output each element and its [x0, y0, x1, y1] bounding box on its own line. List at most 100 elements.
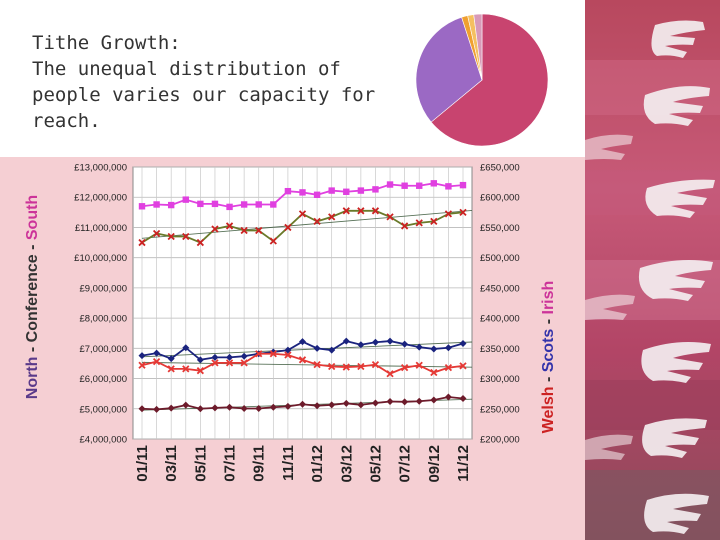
left-axis-title-part: South — [24, 195, 41, 240]
title-line: The unequal distribution of — [32, 58, 341, 80]
right-tick-label: £550,000 — [480, 223, 520, 234]
x-tick-label: 05/12 — [367, 445, 384, 483]
right-tick-label: £650,000 — [480, 163, 520, 174]
data-point — [153, 349, 161, 357]
x-tick-label: 01/12 — [309, 445, 326, 483]
left-tick-label: £9,000,000 — [79, 283, 127, 294]
data-point — [445, 183, 452, 190]
data-point — [138, 361, 146, 369]
data-point — [226, 403, 234, 411]
left-axis-title-part: - — [24, 342, 41, 356]
x-tick-label: 09/11 — [251, 445, 268, 482]
left-tick-label: £12,000,000 — [74, 193, 127, 204]
data-point — [240, 359, 248, 367]
data-point — [401, 182, 408, 189]
data-point — [196, 367, 205, 375]
left-axis-title-part: North — [24, 357, 41, 400]
data-point — [167, 232, 175, 241]
data-point — [459, 395, 467, 403]
data-point — [153, 405, 161, 413]
data-point — [444, 393, 452, 401]
trend-line — [141, 210, 473, 239]
data-point — [153, 201, 160, 208]
right-axis-title-part: Irish — [540, 281, 557, 315]
right-tick-label: £400,000 — [480, 314, 520, 325]
data-point — [372, 186, 379, 193]
left-tick-label: £13,000,000 — [74, 163, 127, 174]
right-tick-label: £500,000 — [480, 253, 520, 264]
data-point — [225, 222, 234, 230]
right-tick-label: £200,000 — [480, 435, 520, 446]
data-point — [415, 343, 423, 351]
data-point — [167, 365, 175, 373]
left-tick-label: £8,000,000 — [79, 314, 127, 325]
data-point — [342, 399, 350, 407]
x-tick-label: 07/12 — [397, 445, 414, 483]
data-point — [357, 341, 365, 349]
data-point — [240, 352, 248, 360]
decorative-hands-image — [585, 0, 720, 540]
data-point — [211, 200, 219, 208]
data-point — [284, 346, 292, 354]
data-point — [197, 200, 204, 208]
data-point — [226, 353, 234, 361]
left-axis-title-part: - — [24, 240, 41, 254]
data-point — [430, 345, 438, 353]
x-tick-label: 01/11 — [134, 445, 151, 482]
data-point — [196, 238, 205, 247]
data-point — [416, 182, 423, 189]
data-point — [415, 361, 423, 369]
data-point — [226, 203, 233, 211]
right-axis-title-part: - — [540, 314, 557, 328]
data-point — [371, 399, 379, 407]
x-tick-label: 03/11 — [163, 445, 180, 482]
data-point — [342, 363, 350, 371]
data-point — [211, 404, 219, 412]
line-chart: £4,000,000 £200,000 £5,000,000 £250,000 £6,0… — [24, 163, 557, 483]
x-tick-label: 09/12 — [426, 445, 443, 483]
right-axis-title-part: - — [540, 372, 557, 386]
x-tick-label: 11/12 — [455, 445, 472, 482]
data-point — [255, 226, 263, 235]
data-point — [401, 398, 409, 406]
right-tick-label: £300,000 — [480, 374, 520, 385]
data-point — [313, 191, 321, 199]
data-point — [342, 207, 350, 215]
data-point — [444, 364, 453, 372]
data-point — [211, 225, 219, 233]
data-point — [313, 402, 321, 410]
right-axis-title: Welsh - Scots - Irish — [540, 281, 557, 434]
data-point — [182, 196, 189, 203]
data-point — [430, 180, 438, 187]
data-point — [328, 401, 336, 409]
right-axis-title-part: Scots — [540, 329, 557, 373]
pie-slice — [473, 13, 483, 81]
data-point — [401, 340, 409, 348]
right-tick-label: £350,000 — [480, 344, 520, 355]
data-point — [459, 339, 467, 347]
data-point — [459, 362, 467, 370]
data-point — [357, 362, 365, 371]
pie-chart — [412, 12, 552, 148]
data-point — [430, 396, 438, 404]
data-point — [240, 404, 248, 412]
data-point — [240, 201, 248, 208]
data-point — [459, 181, 467, 189]
data-point — [255, 404, 263, 412]
data-point — [255, 350, 263, 358]
left-tick-label: £11,000,000 — [75, 223, 127, 234]
data-point — [284, 187, 292, 195]
data-point — [284, 402, 292, 410]
data-point — [400, 364, 409, 372]
data-point — [357, 187, 365, 194]
data-point — [400, 222, 409, 230]
data-point — [430, 217, 438, 226]
data-point — [342, 337, 350, 345]
data-point — [196, 405, 204, 413]
data-point — [328, 213, 336, 221]
data-point — [182, 401, 190, 409]
data-point — [269, 348, 277, 356]
data-point — [343, 188, 350, 195]
right-tick-label: £250,000 — [480, 404, 520, 415]
pie-chart-svg — [415, 13, 549, 147]
